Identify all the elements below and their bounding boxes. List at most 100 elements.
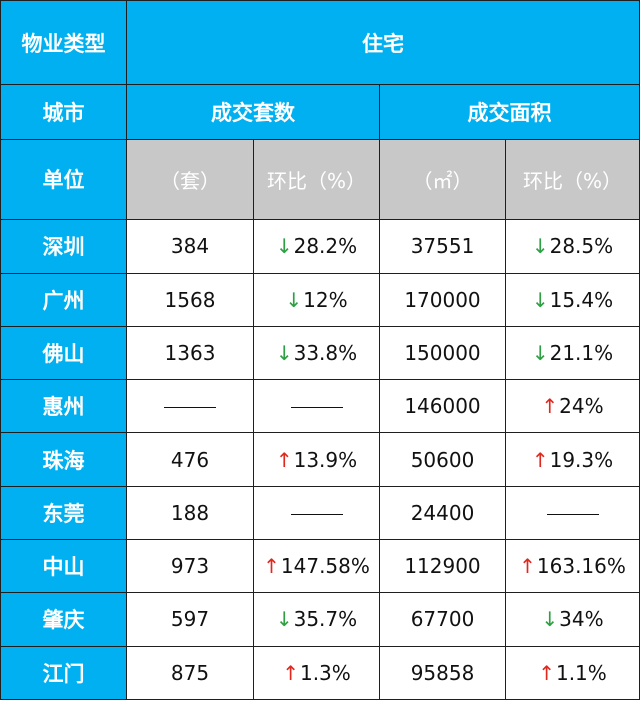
arrow-up-icon: ↑ (538, 660, 555, 685)
percent-value: 24% (559, 394, 604, 419)
cell-value: 597 (170, 607, 210, 632)
table-row: 江门 875 ↑1.3% 95858 ↑1.1% (0, 645, 640, 701)
percent-value: 163.16% (536, 554, 626, 579)
deal-area-mom-cell: ↓28.5% (505, 219, 640, 274)
table-row: 惠州 146000 ↑24% (0, 379, 640, 434)
deal-area-cell: 170000 (379, 272, 506, 327)
unit-count-mom: 环比（%） (253, 138, 380, 221)
percent-value: 28.2% (293, 234, 358, 259)
deal-count-mom-cell: ↓35.7% (253, 592, 380, 647)
cell-value: 50600 (410, 447, 475, 472)
deal-count-cell: 973 (126, 538, 254, 594)
arrow-down-icon: ↓ (275, 234, 293, 259)
percent-value: 33.8% (293, 340, 358, 365)
deal-area-mom-cell: ↑1.1% (505, 645, 640, 701)
empty-dash (290, 513, 343, 515)
deal-area-mom-cell: ↑19.3% (505, 432, 640, 487)
arrow-down-icon: ↓ (541, 607, 559, 632)
percent-value: 1.3% (299, 660, 351, 685)
deal-count-cell: 384 (126, 219, 254, 274)
arrow-down-icon: ↓ (285, 287, 303, 312)
deal-area-cell: 24400 (379, 485, 506, 541)
city-name: 肇庆 (0, 592, 127, 647)
city-name: 江门 (0, 645, 127, 701)
table-row: 肇庆 597 ↓35.7% 67700 ↓34% (0, 592, 640, 647)
deal-count-mom-cell: ↑13.9% (253, 432, 380, 487)
table-row: 珠海 476 ↑13.9% 50600 ↑19.3% (0, 432, 640, 487)
deal-count-mom-cell: ↓12% (253, 272, 380, 327)
arrow-down-icon: ↓ (275, 340, 293, 365)
deal-count-cell: 597 (126, 592, 254, 647)
deal-area-mom-cell: ↓21.1% (505, 325, 640, 381)
arrow-up-icon: ↑ (531, 447, 549, 472)
header-row-metrics: 城市 成交套数 成交面积 (0, 84, 640, 140)
deal-area-mom-cell: ↑163.16% (505, 538, 640, 594)
city-name: 东莞 (0, 485, 127, 541)
empty-dash (164, 407, 216, 409)
city-name: 珠海 (0, 432, 127, 487)
deal-count-mom-cell (253, 379, 380, 434)
cell-value: 1363 (164, 340, 216, 365)
deal-count-mom-cell: ↓33.8% (253, 325, 380, 381)
cell-value: 1568 (164, 287, 216, 312)
cell-value: 24400 (410, 500, 475, 525)
deal-count-cell: 476 (126, 432, 254, 487)
header-row-units: 单位 （套） 环比（%） （㎡） 环比（%） (0, 138, 640, 221)
city-name: 佛山 (0, 325, 127, 381)
deal-count-cell: 875 (126, 645, 254, 701)
unit-area-mom: 环比（%） (505, 138, 640, 221)
percent-value: 15.4% (549, 287, 614, 312)
city-name: 深圳 (0, 219, 127, 274)
table-row: 广州 1568 ↓12% 170000 ↓15.4% (0, 272, 640, 327)
city-name: 中山 (0, 538, 127, 594)
percent-value: 19.3% (549, 447, 614, 472)
cell-value: 112900 (404, 554, 481, 579)
deal-area-label: 成交面积 (379, 84, 640, 140)
percent-value: 1.1% (555, 660, 607, 685)
deal-area-cell: 37551 (379, 219, 506, 274)
arrow-up-icon: ↑ (541, 394, 559, 419)
cell-value: 973 (170, 554, 210, 579)
unit-area: （㎡） (379, 138, 506, 221)
cell-value: 67700 (410, 607, 475, 632)
cell-value: 384 (170, 234, 210, 259)
deal-count-mom-cell: ↓28.2% (253, 219, 380, 274)
empty-dash (546, 513, 599, 515)
deal-count-cell: 1568 (126, 272, 254, 327)
arrow-down-icon: ↓ (531, 340, 549, 365)
deal-count-cell: 1363 (126, 325, 254, 381)
arrow-up-icon: ↑ (282, 660, 299, 685)
cell-value: 875 (170, 660, 210, 685)
city-name: 广州 (0, 272, 127, 327)
deal-area-mom-cell: ↓34% (505, 592, 640, 647)
cell-value: 95858 (410, 660, 475, 685)
cell-value: 170000 (404, 287, 481, 312)
deal-count-mom-cell: ↑1.3% (253, 645, 380, 701)
percent-value: 34% (559, 607, 604, 632)
property-type-value: 住宅 (126, 0, 640, 86)
deal-count-mom-cell (253, 485, 380, 541)
percent-value: 12% (303, 287, 348, 312)
deal-area-cell: 150000 (379, 325, 506, 381)
cell-value: 476 (170, 447, 210, 472)
percent-value: 13.9% (293, 447, 358, 472)
unit-label: 单位 (0, 138, 127, 221)
deal-count-mom-cell: ↑147.58% (253, 538, 380, 594)
empty-dash (290, 407, 343, 409)
deal-area-cell: 50600 (379, 432, 506, 487)
percent-value: 147.58% (280, 554, 370, 579)
deal-area-mom-cell (505, 485, 640, 541)
cell-value: 146000 (404, 394, 481, 419)
table-row: 佛山 1363 ↓33.8% 150000 ↓21.1% (0, 325, 640, 381)
table-row: 东莞 188 24400 (0, 485, 640, 541)
city-name: 惠州 (0, 379, 127, 434)
deal-area-cell: 95858 (379, 645, 506, 701)
arrow-up-icon: ↑ (263, 554, 280, 579)
table-row: 中山 973 ↑147.58% 112900 ↑163.16% (0, 538, 640, 594)
arrow-up-icon: ↑ (519, 554, 536, 579)
deal-area-cell: 146000 (379, 379, 506, 434)
city-label: 城市 (0, 84, 127, 140)
deal-area-mom-cell: ↓15.4% (505, 272, 640, 327)
arrow-down-icon: ↓ (275, 607, 293, 632)
